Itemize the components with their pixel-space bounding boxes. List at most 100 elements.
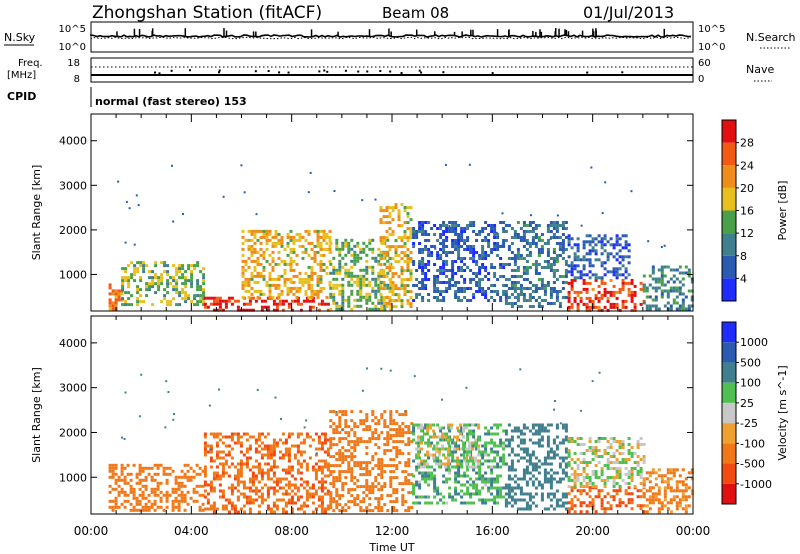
data-cell (447, 435, 451, 439)
data-cell (388, 263, 392, 267)
data-cell (588, 495, 592, 499)
data-cell (522, 296, 526, 299)
data-cell (468, 447, 472, 451)
data-cell (268, 229, 272, 233)
data-cell (424, 266, 428, 269)
data-cell (389, 449, 393, 453)
data-cell (329, 241, 333, 245)
data-cell (502, 453, 506, 457)
data-cell (588, 305, 592, 309)
data-cell (368, 440, 372, 444)
data-cell (145, 264, 149, 268)
data-cell (230, 492, 234, 496)
data-cell (502, 462, 506, 466)
data-cell (320, 504, 324, 508)
data-cell (295, 274, 299, 278)
data-cell (380, 253, 384, 257)
data-cell (389, 413, 393, 417)
data-cell (561, 239, 565, 242)
data-cell (144, 505, 148, 509)
data-cell (553, 408, 556, 411)
data-cell (417, 450, 421, 454)
data-cell (457, 242, 461, 245)
data-cell (280, 244, 284, 248)
data-cell (406, 212, 410, 216)
data-cell (439, 438, 442, 441)
data-cell (371, 307, 375, 311)
data-cell (430, 471, 434, 475)
data-cell (424, 426, 428, 430)
data-cell (522, 438, 526, 442)
data-cell (450, 453, 454, 457)
data-cell (525, 239, 529, 242)
data-cell (549, 269, 553, 272)
data-cell (585, 281, 589, 285)
data-cell (126, 493, 130, 497)
data-cell (627, 492, 631, 496)
data-cell (353, 274, 357, 278)
data-cell (454, 224, 458, 227)
data-cell (436, 275, 440, 278)
data-cell (612, 290, 616, 294)
data-cell (451, 498, 455, 502)
freq-mark (170, 69, 173, 72)
data-cell (442, 296, 446, 299)
data-cell (168, 466, 172, 470)
data-cell (359, 295, 363, 299)
data-cell (603, 464, 607, 467)
data-cell (120, 490, 124, 494)
data-cell (558, 441, 562, 445)
data-cell (338, 250, 342, 254)
data-cell (410, 440, 414, 444)
data-cell (388, 269, 392, 273)
data-cell (687, 274, 691, 278)
data-cell (404, 413, 408, 417)
data-cell (478, 284, 482, 287)
data-cell (274, 277, 278, 281)
data-cell (305, 435, 309, 439)
data-cell (230, 486, 234, 490)
data-cell (612, 489, 616, 493)
data-cell (534, 456, 538, 460)
data-cell (304, 289, 308, 293)
data-cell (233, 432, 237, 436)
data-cell (350, 467, 354, 471)
data-cell (615, 252, 619, 256)
data-cell (531, 453, 535, 457)
data-cell (487, 272, 491, 275)
data-cell (142, 261, 146, 265)
data-cell (466, 299, 470, 302)
data-cell (320, 465, 324, 469)
data-cell (389, 419, 393, 423)
data-cell (600, 467, 604, 470)
freq-mark (400, 72, 403, 75)
data-cell (350, 440, 354, 444)
data-cell (307, 191, 310, 194)
data-cell (546, 492, 550, 496)
data-cell (323, 438, 327, 442)
data-cell (272, 308, 276, 312)
data-cell (421, 438, 425, 442)
data-cell (519, 492, 523, 496)
data-cell (504, 293, 508, 296)
data-cell (247, 283, 251, 287)
data-cell (573, 267, 577, 271)
data-cell (412, 242, 416, 245)
data-cell (442, 474, 446, 478)
data-cell (356, 425, 360, 429)
data-cell (401, 413, 405, 417)
data-cell (403, 290, 407, 294)
data-cell (347, 295, 351, 299)
data-cell (389, 307, 393, 311)
data-cell (260, 501, 264, 505)
data-cell (427, 474, 431, 478)
data-cell (606, 492, 610, 496)
data-cell (543, 242, 547, 245)
data-cell (175, 273, 179, 277)
data-cell (290, 501, 294, 505)
data-cell (344, 449, 348, 453)
data-cell (111, 499, 115, 503)
data-cell (329, 470, 333, 474)
data-cell (151, 276, 155, 280)
